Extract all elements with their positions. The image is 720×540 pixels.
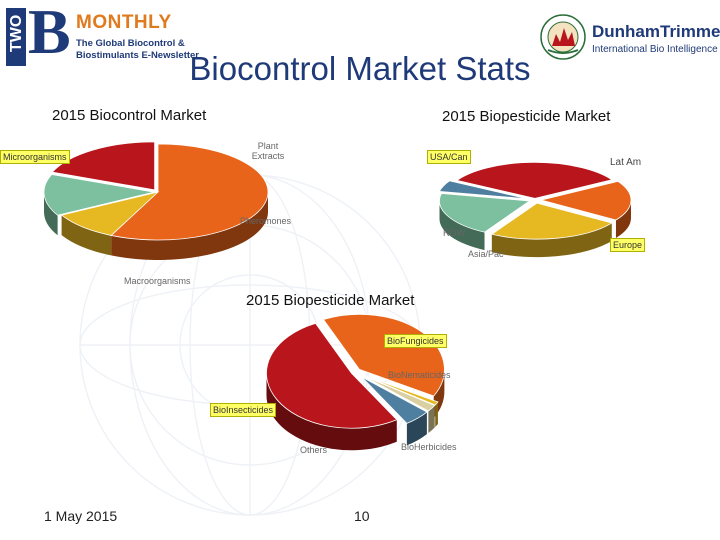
company-emblem-icon	[540, 14, 586, 60]
logo-subtitle-line2: Biostimulants E-Newsletter	[76, 50, 199, 61]
chart1-label-plant-extracts: Plant Extracts	[251, 141, 285, 161]
pie-slice-lat-am	[540, 180, 632, 221]
chart1-label-microorganisms: Microorganisms	[0, 150, 70, 164]
chart3-label-biofungicides: BioFungicides	[384, 334, 447, 348]
pie-slice-bioherbicides	[362, 375, 436, 412]
chart1-title: 2015 Biocontrol Market	[52, 107, 207, 124]
pie-slice-side	[111, 192, 268, 260]
pie-slice-side	[439, 200, 485, 251]
company-name: DunhamTrimmer	[592, 22, 720, 41]
chart2-label-lat-am: Lat Am	[610, 157, 642, 168]
pie-slice-bioinsecticides	[266, 322, 398, 429]
pie-slice-macroorganisms	[51, 141, 156, 191]
page-title: Biocontrol Market Stats	[189, 50, 531, 87]
logo-subtitle: The Global Biocontrol & Biostimulants E-…	[76, 38, 199, 62]
footer-date: 1 May 2015	[44, 508, 118, 524]
chart3-title: 2015 Biopesticide Market	[246, 292, 415, 309]
chart3-label-bioherbicides: BioHerbicides	[401, 442, 457, 452]
chart1-label-macroorganisms: Macroorganisms	[124, 276, 191, 286]
pie-chart-biocontrol	[43, 141, 269, 260]
pie-chart-biopesticide-region	[438, 162, 632, 258]
pie-slice-asia-pac	[439, 193, 531, 233]
pie-slice-side	[406, 412, 427, 446]
pie-slice-side	[491, 223, 612, 258]
pie-slice-side	[44, 192, 58, 236]
company-tagline: International Bio Intelligence	[592, 44, 718, 55]
chart2-label-europe: Europe	[610, 238, 646, 252]
pie-slice-microorganisms	[110, 143, 269, 241]
pie-slice-others	[361, 376, 428, 424]
newsletter-logo: TWO B MONTHLY The Global Biocontrol & Bi…	[6, 0, 199, 70]
logo-subtitle-line1: The Global Biocontrol &	[76, 38, 185, 49]
company-logo: DunhamTrimmer International Bio Intellig…	[536, 12, 720, 64]
two-badge: TWO	[6, 8, 26, 66]
chart2-label-usa-can: USA/Can	[427, 150, 471, 164]
page-number: 10	[354, 508, 370, 524]
chart3-label-bionematicides: BioNematicides	[388, 370, 451, 380]
pie-slice-side	[435, 401, 438, 427]
chart2-label-row: ROW	[443, 228, 465, 238]
pie-slice-pheromones	[43, 174, 155, 216]
pie-slice-usa-can	[456, 162, 613, 199]
pie-slice-side	[428, 405, 435, 434]
pie-slice-side	[615, 200, 631, 238]
pie-slice-row	[438, 180, 528, 200]
pie-slice-europe	[490, 202, 613, 240]
chart3-label-bioinsecticides: BioInsecticides	[210, 403, 277, 417]
chart1-label-pheromones: Pheromones	[240, 216, 292, 226]
pie-slice-bionematicides	[363, 374, 439, 406]
pie-slice-side	[266, 373, 397, 451]
logo-letter-b: B	[28, 0, 71, 67]
chart3-label-others: Others	[300, 445, 328, 455]
chart2-label-asia-pac: Asia/Pac	[468, 249, 504, 259]
pie-slice-side	[61, 215, 112, 256]
logo-monthly: MONTHLY	[76, 12, 172, 33]
pie-slice-plant-extracts	[60, 191, 160, 236]
chart2-title: 2015 Biopesticide Market	[442, 108, 611, 125]
